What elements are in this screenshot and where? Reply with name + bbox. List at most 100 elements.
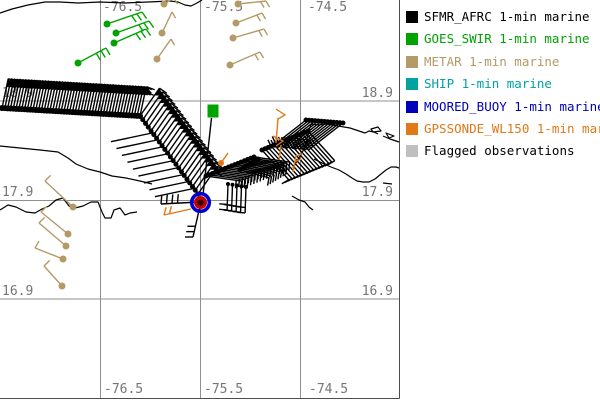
legend-row-6[interactable]: Flagged observations <box>406 144 575 158</box>
station-dot[interactable] <box>158 29 166 37</box>
barb-tick <box>259 51 265 59</box>
barb-staff <box>106 11 143 25</box>
station-dot[interactable] <box>153 55 161 63</box>
observation-dot[interactable] <box>178 169 184 175</box>
barb-tick <box>165 194 168 204</box>
barb-tick <box>160 194 163 205</box>
observation-dot[interactable] <box>156 139 162 145</box>
legend-row-1[interactable]: GOES_SWIR 1-min marine <box>406 32 590 46</box>
observation-dot[interactable] <box>244 185 248 189</box>
observation-dot[interactable] <box>235 183 239 188</box>
wind-barb-staff <box>169 128 191 158</box>
barb-staff <box>77 47 107 64</box>
observation-dot[interactable] <box>151 132 157 138</box>
barb-tick <box>40 205 48 213</box>
wind-barb-staff <box>172 132 194 161</box>
station-dot[interactable] <box>112 29 120 37</box>
moored-buoy-marker[interactable] <box>189 191 212 214</box>
station-dot[interactable] <box>62 242 70 250</box>
observation-dot[interactable] <box>239 184 244 189</box>
wind-barb-staff <box>307 122 344 151</box>
observation-dot[interactable] <box>137 113 143 119</box>
goes-barb <box>74 47 111 67</box>
station-dot[interactable] <box>59 255 67 263</box>
observation-dot[interactable] <box>173 161 179 167</box>
wind-barb-staff <box>125 85 133 116</box>
barb-tick <box>259 1 265 8</box>
legend-row-5[interactable]: GPSSONDE_WL150 1-min mar <box>406 122 600 136</box>
barb-tick <box>172 106 182 113</box>
observation-dot[interactable] <box>184 176 190 182</box>
barb-tick <box>254 53 260 61</box>
station-dot[interactable] <box>110 39 118 47</box>
observation-dot[interactable] <box>145 124 151 130</box>
station-dot[interactable] <box>218 160 224 166</box>
gpssonde-barb <box>275 108 287 144</box>
barb-staff <box>275 117 279 144</box>
wind-barb-staff <box>158 113 180 143</box>
legend-row-3[interactable]: SHIP 1-min marine <box>406 77 552 91</box>
barb-tick <box>269 176 273 185</box>
legend-row-2[interactable]: METAR 1-min marine <box>406 54 559 69</box>
wind-barb-staff <box>32 80 40 110</box>
barb-tick <box>247 175 250 184</box>
axis-label: 17.9 <box>362 185 393 200</box>
observation-dot[interactable] <box>148 128 154 134</box>
legend-swatch <box>406 100 418 113</box>
metar-barb <box>234 0 271 8</box>
wind-barb-staff <box>242 167 272 177</box>
barb-tick <box>159 87 168 94</box>
legend-row-0[interactable]: SFMR_AFRC 1-min marine <box>406 10 590 24</box>
barb-tick <box>256 14 261 22</box>
wind-barb-staff <box>235 185 238 212</box>
observation-dot[interactable] <box>340 120 346 126</box>
metar-barb <box>34 240 67 263</box>
observation-dot[interactable] <box>162 146 168 152</box>
wind-barb-staff <box>295 121 332 150</box>
station-dot[interactable] <box>64 230 72 238</box>
station-dot[interactable] <box>234 0 242 8</box>
wind-barb-staff <box>244 186 247 214</box>
station-dot[interactable] <box>69 203 77 211</box>
barb-tick <box>282 140 288 149</box>
station-dot[interactable] <box>58 282 66 290</box>
legend-row-4[interactable]: MOORED_BUOY 1-min marine <box>406 99 600 114</box>
goes-square-marker[interactable] <box>207 104 219 118</box>
station-dot[interactable] <box>232 19 240 27</box>
wind-barb-staff <box>244 166 275 176</box>
legend-swatch <box>406 55 418 68</box>
barb-tick <box>131 15 137 23</box>
barb-tick <box>143 85 153 91</box>
station-dot[interactable] <box>160 0 168 8</box>
observation-dot[interactable] <box>154 135 160 141</box>
observation-dot[interactable] <box>255 156 261 162</box>
station-dot[interactable] <box>229 34 237 42</box>
barb-tick <box>291 141 297 150</box>
buoy-core <box>197 199 204 206</box>
legend-label: Flagged observations <box>424 143 575 159</box>
axis-label: 16.9 <box>362 284 393 299</box>
barb-tick <box>305 138 311 147</box>
barb-staff <box>43 265 63 287</box>
station-dot[interactable] <box>226 61 234 69</box>
metar-barb <box>38 216 70 250</box>
wind-barb-staff <box>63 82 71 112</box>
barb-staff <box>34 247 64 260</box>
wind-barb-staff <box>68 82 77 113</box>
observation-dot[interactable] <box>226 182 230 186</box>
observation-dot[interactable] <box>143 120 149 126</box>
metar-barb <box>226 51 265 69</box>
station-dot[interactable] <box>103 20 111 28</box>
observation-dot[interactable] <box>167 154 173 160</box>
station-dot[interactable] <box>74 59 82 67</box>
observation-dot[interactable] <box>140 117 146 123</box>
barb-tick <box>186 124 195 132</box>
wind-barb-staff <box>212 172 249 180</box>
observation-dot[interactable] <box>230 182 235 187</box>
axis-label: -75.5 <box>204 0 243 15</box>
wind-barb-staff <box>121 146 164 157</box>
wind-barb-staff <box>132 159 175 170</box>
barb-pennant-outline <box>272 135 285 147</box>
